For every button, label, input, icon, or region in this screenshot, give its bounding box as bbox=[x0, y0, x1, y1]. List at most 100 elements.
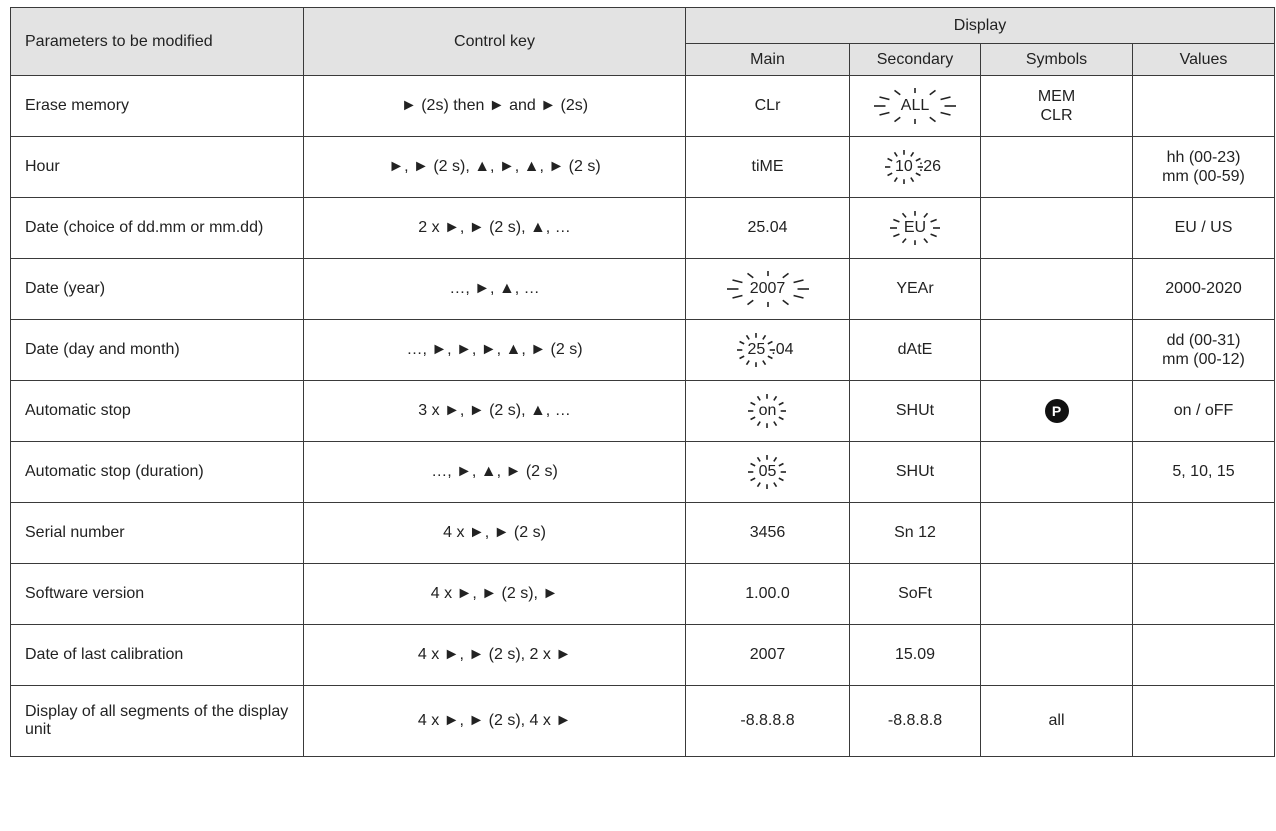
table-row: Automatic stop 3 x ►, ► (2 s), ▲, … on S… bbox=[10, 380, 1276, 442]
values-cell: EU / US bbox=[1131, 197, 1276, 259]
blink-tick bbox=[887, 172, 893, 177]
blink-tick bbox=[773, 395, 778, 401]
symbols-cell bbox=[980, 502, 1133, 564]
blink-ticks bbox=[874, 88, 956, 124]
header-display: Display bbox=[684, 7, 1276, 44]
symbol-mem: MEM bbox=[1037, 88, 1076, 105]
parameter-cell: Display of all segments of the display u… bbox=[10, 685, 304, 757]
blink-tick bbox=[781, 272, 789, 279]
values-cell: on / oFF bbox=[1131, 380, 1276, 442]
blink-tick bbox=[757, 421, 762, 427]
blink-tick bbox=[739, 340, 745, 345]
control-cell: …, ►, ▲, ► (2 s) bbox=[303, 441, 686, 503]
blink-tick bbox=[894, 116, 901, 123]
main-cell: -8.8.8.8 bbox=[685, 685, 850, 757]
symbols-cell bbox=[980, 197, 1133, 259]
secondary-cell: SHUt bbox=[849, 441, 981, 503]
main-cell: tiME bbox=[685, 136, 850, 198]
header-parameters: Parameters to be modified bbox=[10, 7, 304, 76]
main-cell: on bbox=[685, 380, 850, 442]
blink-tick bbox=[739, 355, 745, 360]
blink-tick bbox=[762, 360, 767, 366]
values-cell bbox=[1131, 502, 1276, 564]
table-row: Date (day and month) …, ►, ►, ►, ▲, ► (2… bbox=[10, 319, 1276, 381]
symbols-cell: MEM CLR bbox=[980, 75, 1133, 137]
blink-ticks bbox=[748, 394, 787, 428]
blink-tick bbox=[910, 151, 915, 157]
table-row: Date (choice of dd.mm or mm.dd) 2 x ►, ►… bbox=[10, 197, 1276, 259]
control-cell: ►, ► (2 s), ▲, ►, ▲, ► (2 s) bbox=[303, 136, 686, 198]
blinking-value: 2007 bbox=[726, 271, 809, 307]
main-cell: 05 bbox=[685, 441, 850, 503]
blink-tick bbox=[757, 395, 762, 401]
control-cell: 4 x ►, ► (2 s), 2 x ► bbox=[303, 624, 686, 686]
blink-ticks bbox=[737, 333, 776, 367]
main-cell: 2007 bbox=[685, 258, 850, 320]
blink-ticks bbox=[889, 211, 940, 245]
blinking-value: 25 bbox=[737, 333, 776, 367]
blink-ticks bbox=[748, 455, 787, 489]
values-cell: dd (00-31) mm (00-12) bbox=[1131, 319, 1276, 381]
blink-tick bbox=[773, 421, 778, 427]
main-cell: 25.04 bbox=[685, 319, 850, 381]
secondary-cell: EU bbox=[849, 197, 981, 259]
blinking-value: 10 bbox=[884, 150, 923, 184]
secondary-cell: dAtE bbox=[849, 319, 981, 381]
blinking-value: EU bbox=[889, 211, 940, 245]
blink-ticks bbox=[884, 150, 923, 184]
symbols-cell bbox=[980, 624, 1133, 686]
main-cell: 1.00.0 bbox=[685, 563, 850, 625]
secondary-cell: Sn 12 bbox=[849, 502, 981, 564]
blink-tick bbox=[893, 218, 900, 223]
blink-tick bbox=[750, 462, 757, 467]
blink-tick bbox=[929, 89, 936, 96]
header-values: Values bbox=[1131, 43, 1276, 76]
secondary-cell: 10:26 bbox=[849, 136, 981, 198]
blink-tick bbox=[940, 96, 951, 101]
values-cell: hh (00-23) mm (00-59) bbox=[1131, 136, 1276, 198]
table-row: Erase memory ► (2s) then ► and ► (2s) CL… bbox=[10, 75, 1276, 137]
value-range: mm (00-12) bbox=[1162, 351, 1245, 368]
symbols-cell bbox=[980, 441, 1133, 503]
main-cell: CLr bbox=[685, 75, 850, 137]
values-cell bbox=[1131, 624, 1276, 686]
blink-tick bbox=[893, 233, 900, 238]
blink-tick bbox=[762, 334, 767, 340]
blinking-value: ALL bbox=[874, 88, 956, 124]
blink-tick bbox=[894, 89, 901, 96]
blink-tick bbox=[915, 172, 921, 177]
main-cell: 3456 bbox=[685, 502, 850, 564]
blinking-value: on bbox=[748, 394, 787, 428]
value-range: dd (00-31) bbox=[1166, 332, 1241, 349]
parameter-cell: Date of last calibration bbox=[10, 624, 304, 686]
blink-tick bbox=[792, 279, 804, 284]
value-range: hh (00-23) bbox=[1166, 149, 1241, 166]
secondary-cell: 15.09 bbox=[849, 624, 981, 686]
symbols-cell bbox=[980, 563, 1133, 625]
symbols-cell: P bbox=[980, 380, 1133, 442]
secondary-cell: -8.8.8.8 bbox=[849, 685, 981, 757]
blink-tick bbox=[778, 401, 785, 406]
table-row: Display of all segments of the display u… bbox=[10, 685, 1276, 757]
blink-tick bbox=[778, 462, 785, 467]
control-cell: …, ►, ►, ►, ▲, ► (2 s) bbox=[303, 319, 686, 381]
control-cell: 3 x ►, ► (2 s), ▲, … bbox=[303, 380, 686, 442]
table-row: Software version 4 x ►, ► (2 s), ► 1.00.… bbox=[10, 563, 1276, 625]
blink-tick bbox=[930, 218, 937, 223]
parameter-cell: Erase memory bbox=[10, 75, 304, 137]
values-cell bbox=[1131, 685, 1276, 757]
values-cell bbox=[1131, 563, 1276, 625]
header-symbols: Symbols bbox=[980, 43, 1133, 76]
control-cell: 4 x ►, ► (2 s) bbox=[303, 502, 686, 564]
blink-tick bbox=[781, 299, 789, 306]
static-value: .04 bbox=[771, 341, 794, 358]
control-cell: 2 x ►, ► (2 s), ▲, … bbox=[303, 197, 686, 259]
blink-tick bbox=[930, 233, 937, 238]
parameter-cell: Automatic stop (duration) bbox=[10, 441, 304, 503]
symbols-cell bbox=[980, 319, 1133, 381]
main-cell: 2007 bbox=[685, 624, 850, 686]
blink-tick bbox=[879, 111, 890, 116]
static-value: :26 bbox=[918, 158, 942, 175]
symbols-cell bbox=[980, 136, 1133, 198]
blink-tick bbox=[767, 340, 774, 345]
